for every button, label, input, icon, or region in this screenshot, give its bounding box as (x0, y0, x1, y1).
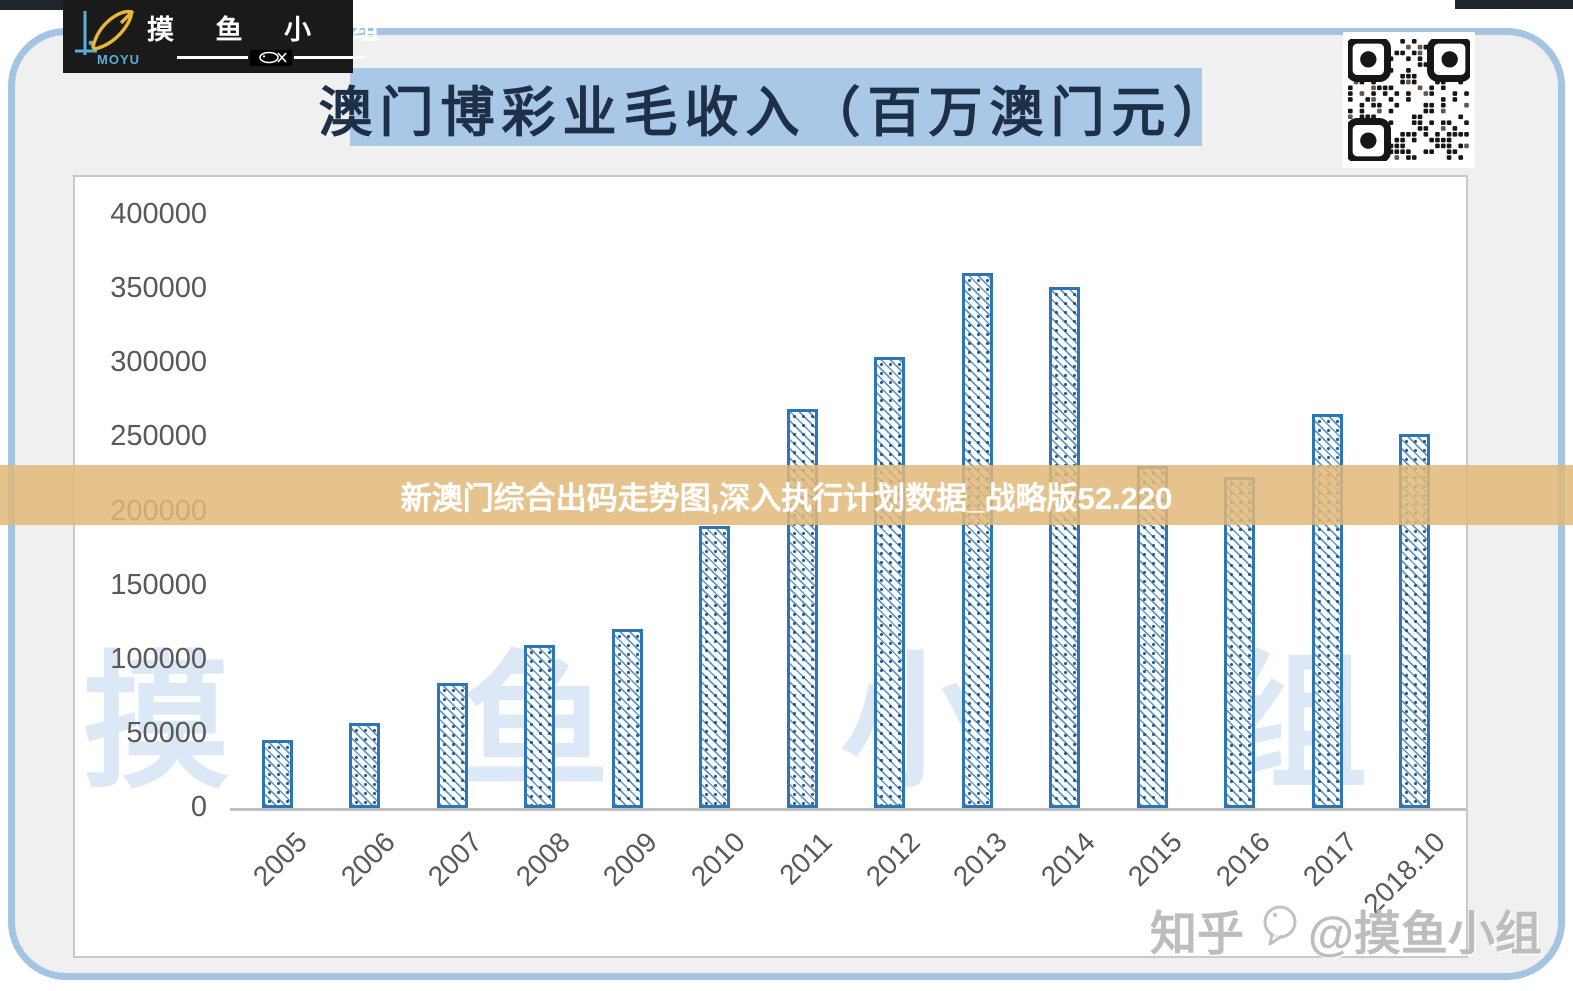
y-axis-tick-label: 350000 (110, 272, 207, 305)
fishing-rod-icon: MOYU (71, 5, 140, 69)
y-axis-tick-label: 250000 (110, 420, 207, 453)
bar-2007 (436, 683, 468, 808)
x-axis-tick-label: 2010 (684, 826, 751, 892)
x-axis-tick-label: 2009 (596, 826, 663, 892)
logo-underline-left (176, 56, 248, 59)
bar-2015 (1136, 466, 1168, 808)
y-axis-tick-label: 50000 (126, 716, 207, 749)
bar-2005 (261, 740, 293, 808)
y-axis-tick-label: 300000 (110, 346, 207, 379)
logo-brand-block: 摸 鱼 小 组 (137, 8, 397, 66)
x-axis-tick-label: 2007 (421, 826, 488, 892)
moyu-logo: MOYU 摸 鱼 小 组 (63, 0, 380, 73)
bar-chart: 摸 鱼 小 组 40000035000030000025000020000015… (73, 175, 1468, 958)
x-axis-tick-label: 2012 (859, 826, 926, 892)
logo-underline (176, 49, 365, 66)
promo-overlay-band: 新澳门综合出码走势图,深入执行计划数据_战略版52.220 (0, 465, 1573, 525)
x-axis-tick-label: 2006 (334, 826, 401, 892)
x-axis-tick-label: 2013 (946, 826, 1013, 892)
fish-icon (249, 49, 292, 66)
logo-brand-text: 摸 鱼 小 组 (147, 14, 397, 45)
bar-2008 (524, 645, 555, 808)
top-edge-strip-left (0, 0, 65, 10)
bar-2010 (699, 526, 730, 808)
bar-2006 (349, 723, 380, 808)
logo-underline-right (293, 56, 365, 59)
logo-moyu-text: MOYU (97, 51, 140, 67)
y-axis-tick-label: 100000 (110, 642, 207, 675)
zhihu-watermark: 知乎 @摸鱼小组 (1150, 895, 1550, 964)
x-axis-tick-label: 2014 (1034, 826, 1101, 892)
chart-title-banner: 澳门博彩业毛收入（百万澳门元） (319, 68, 1227, 146)
zhihu-watermark-handle: @摸鱼小组 (1308, 907, 1542, 960)
promo-overlay-text: 新澳门综合出码走势图,深入执行计划数据_战略版52.220 (400, 480, 1173, 516)
bar-2014 (1049, 287, 1080, 808)
y-axis-tick-label: 0 (190, 791, 207, 823)
speech-bubble-icon (1258, 902, 1302, 957)
x-axis-tick-label: 2005 (246, 826, 313, 892)
y-axis-tick-label: 150000 (110, 568, 207, 601)
bar-2016 (1224, 477, 1255, 808)
top-edge-strip-right (1455, 0, 1573, 9)
qr-code (1343, 32, 1475, 168)
x-axis-tick-label: 2011 (773, 826, 838, 891)
bar-2012 (874, 357, 905, 808)
zhihu-watermark-prefix: 知乎 (1150, 907, 1244, 960)
x-axis-line (230, 808, 1466, 811)
chart-title: 澳门博彩业毛收入（百万澳门元） (318, 82, 1234, 143)
bar-2013 (961, 273, 993, 808)
y-axis-tick-label: 400000 (110, 198, 207, 230)
bar-2009 (611, 629, 643, 808)
x-axis-tick-label: 2008 (509, 826, 576, 892)
